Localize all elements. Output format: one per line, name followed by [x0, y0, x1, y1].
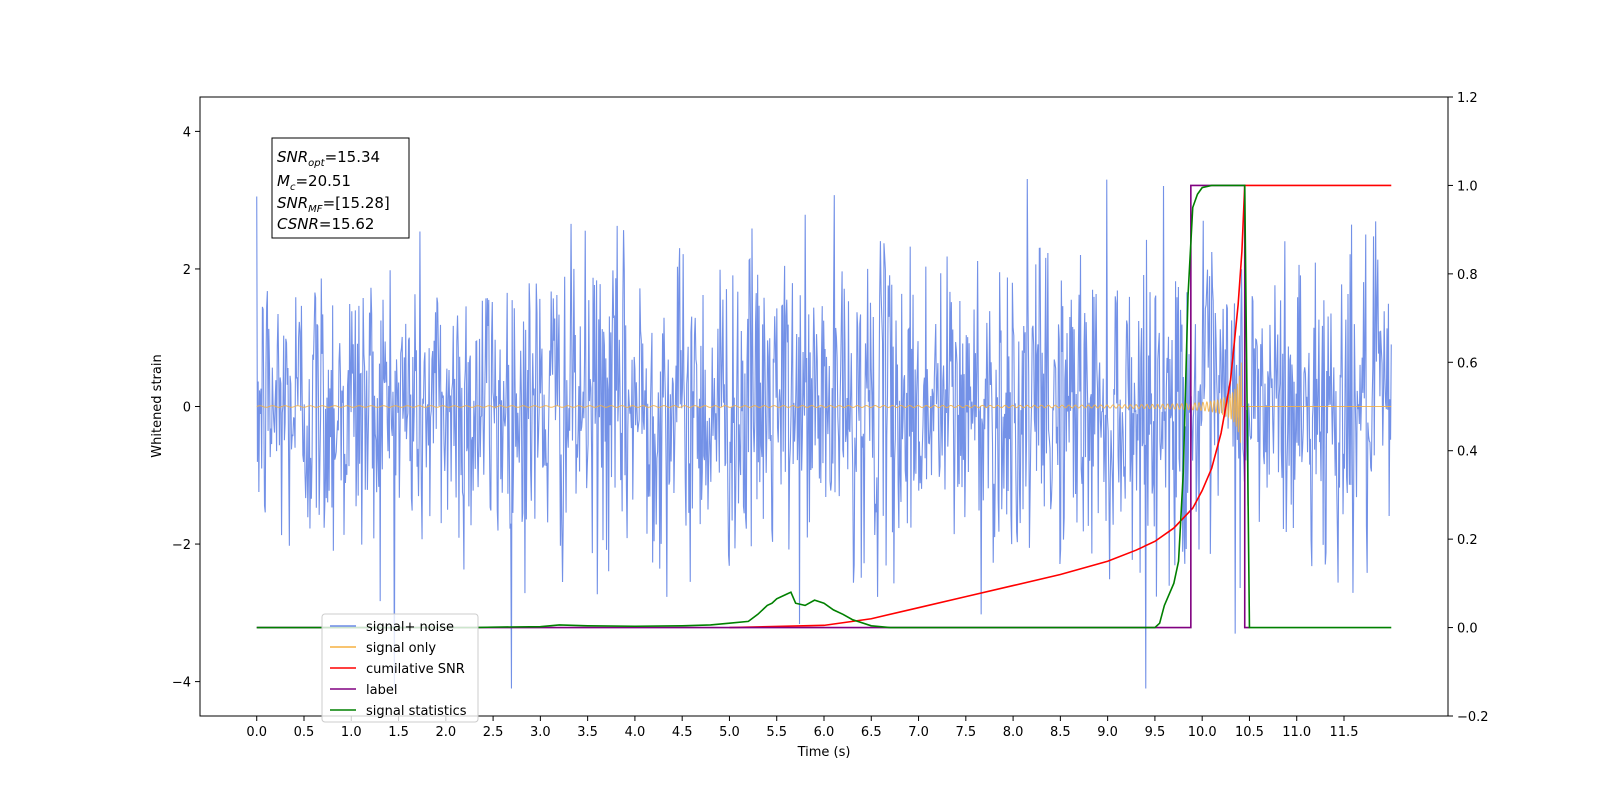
- svg-text:signal+ noise: signal+ noise: [366, 620, 454, 635]
- y2-tick-label: 1.0: [1457, 179, 1478, 194]
- x-axis: 0.0 0.5 1.0 1.5 2.0 2.5 3.0 3.5 4.0 4.5 5.0 5.5 6.0 6…: [246, 716, 1358, 740]
- info-box: SNRopt=15.34 Mc=20.51 SNRMF=[15.28] CSNR…: [271, 137, 410, 239]
- series-signal-only-line: [256, 362, 1392, 443]
- y2-tick-label: 0.4: [1457, 445, 1478, 460]
- y2-tick-label: 0.8: [1457, 268, 1478, 283]
- svg-text:cumilative SNR: cumilative SNR: [366, 662, 465, 677]
- x-axis-label: Time (s): [797, 745, 851, 760]
- x-tick-label: 3.5: [577, 725, 598, 740]
- legend-item-signal-statistics: signal statistics: [330, 704, 467, 719]
- x-tick-label: 8.5: [1050, 725, 1071, 740]
- x-tick-label: 6.0: [814, 725, 835, 740]
- info-csnr: CSNR=15.62: [277, 215, 374, 233]
- y-tick-label: −4: [172, 676, 191, 691]
- x-tick-label: 1.0: [341, 725, 362, 740]
- x-tick-label: 4.0: [625, 725, 646, 740]
- series-layer: [256, 179, 1392, 689]
- y2-tick-label: −0.2: [1457, 710, 1489, 725]
- y-tick-label: 4: [183, 125, 191, 140]
- x-tick-label: 10.5: [1235, 725, 1264, 740]
- x-tick-label: 9.5: [1145, 725, 1166, 740]
- x-tick-label: 11.5: [1330, 725, 1359, 740]
- x-tick-label: 2.5: [483, 725, 504, 740]
- x-tick-label: 0.5: [294, 725, 315, 740]
- x-tick-label: 4.5: [672, 725, 693, 740]
- y-axis-right: 1.2 1.0 0.8 0.6 0.4 0.2 0.0 −0.2: [1448, 91, 1489, 725]
- y-axis-left: 4 2 0 −2 −4: [172, 125, 200, 691]
- x-tick-label: 3.0: [530, 725, 551, 740]
- x-tick-label: 0.0: [246, 725, 267, 740]
- x-tick-label: 9.0: [1097, 725, 1118, 740]
- legend: signal+ noise signal only cumilative SNR…: [321, 613, 479, 723]
- x-tick-label: 10.0: [1188, 725, 1217, 740]
- series-signal-noise-line: [256, 179, 1392, 689]
- x-tick-label: 6.5: [861, 725, 882, 740]
- y2-tick-label: 0.6: [1457, 356, 1478, 371]
- y2-tick-label: 1.2: [1457, 91, 1478, 106]
- info-snr-mf: SNRMF=[15.28]: [277, 194, 390, 215]
- x-tick-label: 8.0: [1003, 725, 1024, 740]
- x-tick-label: 5.0: [719, 725, 740, 740]
- series-signal-statistics-line: [256, 184, 1392, 629]
- y2-tick-label: 0.0: [1457, 622, 1478, 637]
- x-tick-label: 7.0: [908, 725, 929, 740]
- x-tick-label: 5.5: [766, 725, 787, 740]
- y-axis-label: Whitened strain: [150, 354, 165, 457]
- x-tick-label: 11.0: [1282, 725, 1311, 740]
- svg-text:signal statistics: signal statistics: [366, 704, 467, 719]
- x-tick-label: 2.0: [435, 725, 456, 740]
- info-mc: Mc=20.51: [277, 172, 351, 193]
- y-tick-label: 2: [183, 263, 191, 278]
- legend-item-signal-only: signal only: [330, 641, 436, 656]
- y-tick-label: 0: [183, 401, 191, 416]
- x-tick-label: 1.5: [388, 725, 409, 740]
- info-snr-opt: SNRopt=15.34: [277, 148, 380, 169]
- x-tick-label: 7.5: [955, 725, 976, 740]
- legend-item-label: label: [330, 683, 397, 698]
- y2-tick-label: 0.2: [1457, 533, 1478, 548]
- svg-text:label: label: [366, 683, 397, 698]
- legend-item-cumilative-snr: cumilative SNR: [330, 662, 465, 677]
- svg-text:signal only: signal only: [366, 641, 436, 656]
- legend-item-signal-noise: signal+ noise: [330, 620, 454, 635]
- series-cumilative-snr-line: [729, 184, 1392, 629]
- y-tick-label: −2: [172, 538, 191, 553]
